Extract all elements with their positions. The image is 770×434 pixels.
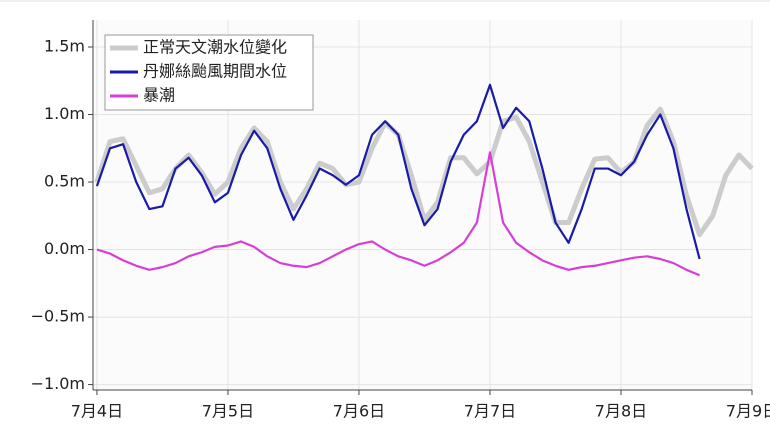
y-tick-label: 0.5m	[44, 172, 85, 191]
x-tick-label: 7月5日	[202, 402, 254, 421]
legend-label: 正常天文潮水位變化	[143, 38, 287, 57]
x-tick-label: 7月8日	[595, 402, 647, 421]
y-tick-label: 1.0m	[44, 104, 85, 123]
legend-box	[104, 34, 314, 111]
x-tick-label: 7月6日	[333, 402, 385, 421]
series-line	[96, 151, 701, 277]
y-tick-label: −0.5m	[31, 307, 85, 326]
legend-label: 丹娜絲颱風期間水位	[143, 62, 287, 81]
y-tick-label: 0.0m	[44, 239, 85, 258]
x-tick-label: 7月4日	[71, 402, 123, 421]
x-tick-label: 7月9日	[726, 402, 770, 421]
x-tick-label: 7月7日	[464, 402, 516, 421]
legend-label: 暴潮	[143, 86, 175, 105]
series-line	[94, 106, 754, 238]
y-tick-label: 1.5m	[44, 37, 85, 56]
series-line	[95, 83, 701, 260]
y-tick-label: −1.0m	[31, 374, 85, 393]
